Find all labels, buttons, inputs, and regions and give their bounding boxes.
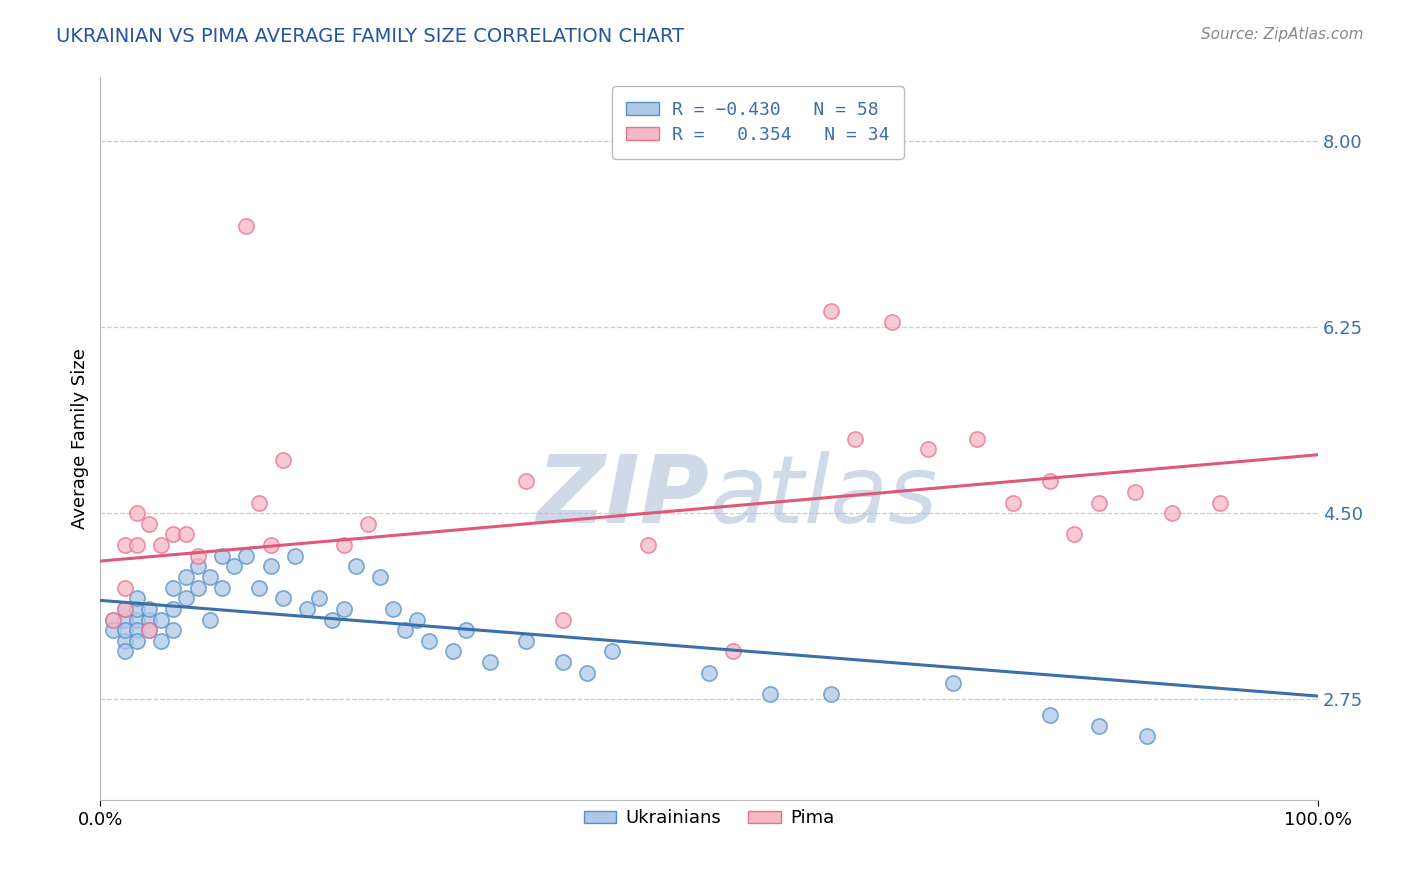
Point <box>1087 495 1109 509</box>
Y-axis label: Average Family Size: Average Family Size <box>72 349 89 529</box>
Point <box>1209 495 1232 509</box>
Point <box>284 549 307 563</box>
Point <box>441 644 464 658</box>
Point <box>297 602 319 616</box>
Point <box>150 538 173 552</box>
Point <box>551 655 574 669</box>
Point <box>1039 708 1062 723</box>
Point <box>138 613 160 627</box>
Point <box>1123 485 1146 500</box>
Point <box>162 602 184 616</box>
Point <box>125 506 148 520</box>
Point <box>271 591 294 606</box>
Point <box>174 570 197 584</box>
Text: UKRAINIAN VS PIMA AVERAGE FAMILY SIZE CORRELATION CHART: UKRAINIAN VS PIMA AVERAGE FAMILY SIZE CO… <box>56 27 685 45</box>
Point <box>101 613 124 627</box>
Point <box>880 315 903 329</box>
Point <box>162 581 184 595</box>
Point <box>224 559 246 574</box>
Point <box>114 538 136 552</box>
Point <box>114 581 136 595</box>
Point <box>637 538 659 552</box>
Point <box>576 665 599 680</box>
Point <box>114 602 136 616</box>
Point <box>1063 527 1085 541</box>
Point <box>114 644 136 658</box>
Point <box>162 527 184 541</box>
Point <box>138 602 160 616</box>
Point <box>235 219 257 234</box>
Point <box>260 538 283 552</box>
Point <box>125 602 148 616</box>
Point <box>138 623 160 637</box>
Point <box>187 559 209 574</box>
Text: atlas: atlas <box>709 451 938 542</box>
Point <box>308 591 330 606</box>
Point <box>211 581 233 595</box>
Text: ZIP: ZIP <box>536 450 709 542</box>
Point <box>759 687 782 701</box>
Point <box>357 516 380 531</box>
Point <box>150 613 173 627</box>
Point <box>394 623 416 637</box>
Point <box>697 665 720 680</box>
Point <box>820 687 842 701</box>
Point <box>1002 495 1025 509</box>
Point <box>125 613 148 627</box>
Point <box>820 304 842 318</box>
Point <box>381 602 404 616</box>
Legend: Ukrainians, Pima: Ukrainians, Pima <box>576 802 841 835</box>
Point <box>187 581 209 595</box>
Point <box>114 623 136 637</box>
Point <box>198 570 221 584</box>
Point <box>211 549 233 563</box>
Point <box>125 538 148 552</box>
Point <box>1039 475 1062 489</box>
Point <box>844 432 866 446</box>
Point <box>370 570 392 584</box>
Point <box>138 516 160 531</box>
Point <box>333 602 356 616</box>
Point <box>723 644 745 658</box>
Point <box>114 602 136 616</box>
Point <box>966 432 988 446</box>
Point <box>247 581 270 595</box>
Point <box>1087 719 1109 733</box>
Point <box>551 613 574 627</box>
Point <box>1160 506 1182 520</box>
Point <box>138 623 160 637</box>
Point <box>515 633 537 648</box>
Point <box>454 623 477 637</box>
Point <box>321 613 343 627</box>
Point <box>162 623 184 637</box>
Point <box>600 644 623 658</box>
Point <box>247 495 270 509</box>
Point <box>271 453 294 467</box>
Point <box>515 475 537 489</box>
Point <box>125 633 148 648</box>
Point <box>125 623 148 637</box>
Point <box>125 591 148 606</box>
Point <box>941 676 963 690</box>
Point <box>174 591 197 606</box>
Point <box>406 613 429 627</box>
Point <box>187 549 209 563</box>
Point <box>418 633 440 648</box>
Point <box>917 442 939 457</box>
Point <box>344 559 367 574</box>
Point <box>333 538 356 552</box>
Point <box>260 559 283 574</box>
Point <box>114 613 136 627</box>
Point <box>235 549 257 563</box>
Point <box>114 633 136 648</box>
Point <box>101 613 124 627</box>
Text: Source: ZipAtlas.com: Source: ZipAtlas.com <box>1201 27 1364 42</box>
Point <box>478 655 501 669</box>
Point <box>150 633 173 648</box>
Point <box>174 527 197 541</box>
Point <box>101 623 124 637</box>
Point <box>1136 730 1159 744</box>
Point <box>198 613 221 627</box>
